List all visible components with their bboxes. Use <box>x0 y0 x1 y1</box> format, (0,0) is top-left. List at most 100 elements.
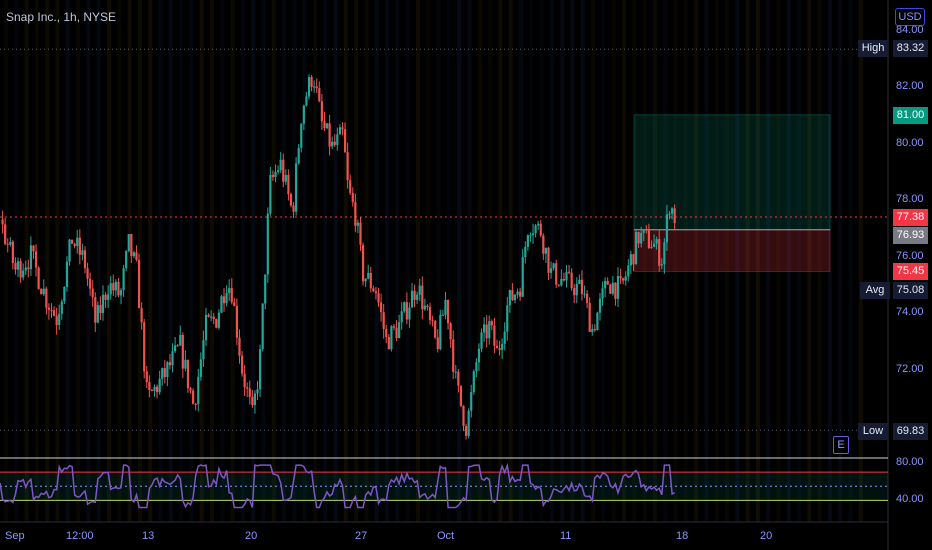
candle-up <box>531 233 535 236</box>
candle-up <box>305 96 308 106</box>
rsi-pane <box>0 457 888 523</box>
candle-down <box>452 339 455 372</box>
candle-up <box>616 276 620 299</box>
time-axis-label: 11 <box>560 530 572 542</box>
time-axis-label: Sep <box>5 530 25 542</box>
session-stripe <box>282 0 287 522</box>
candle-down <box>222 296 226 304</box>
candle-up <box>313 86 316 88</box>
earnings-badge[interactable]: E <box>833 436 849 454</box>
candle-up <box>295 163 298 212</box>
candle-up <box>24 267 27 271</box>
target-price-tag: 81.00 <box>893 107 928 124</box>
candle-down <box>94 297 97 323</box>
candle-up <box>441 314 444 316</box>
candle-down <box>117 281 120 296</box>
candle-down <box>586 293 589 303</box>
candle-down <box>431 320 434 322</box>
candle-down <box>246 387 249 389</box>
candle-up <box>9 241 12 245</box>
chart-title: Snap Inc., 1h, NYSE <box>6 10 117 24</box>
session-stripe <box>683 0 688 522</box>
candle-up <box>529 235 532 237</box>
candle-down <box>562 278 566 281</box>
candle-down <box>89 278 92 289</box>
candle-down <box>493 325 496 346</box>
candle-down <box>609 284 612 294</box>
session-stripe <box>385 0 390 522</box>
candle-down <box>207 314 210 317</box>
candle-up <box>228 288 231 294</box>
session-stripe <box>76 0 81 522</box>
session-stripe <box>251 0 256 522</box>
candle-down <box>287 174 290 195</box>
rsi-band <box>0 472 888 501</box>
session-stripe <box>96 0 101 522</box>
candle-down <box>168 362 172 366</box>
candle-down <box>372 288 375 292</box>
rsi-line <box>0 462 676 509</box>
candle-up <box>101 294 105 313</box>
session-stripe <box>786 0 791 522</box>
candle-up <box>650 246 653 249</box>
session-stripe <box>519 0 523 522</box>
candle-down <box>539 223 542 236</box>
candle-up <box>261 303 264 350</box>
candle-down <box>658 239 661 266</box>
time-axis-label: 20 <box>245 530 258 542</box>
candle-down <box>318 88 321 102</box>
candle-up <box>629 254 632 266</box>
candle-down <box>511 290 514 301</box>
candle-down <box>354 202 357 226</box>
candle-up <box>266 213 269 275</box>
session-stripe <box>313 0 317 522</box>
session-stripe <box>261 0 266 522</box>
time-axis-label: 20 <box>760 530 773 542</box>
candle-up <box>29 245 32 270</box>
candle-up <box>42 288 45 295</box>
session-stripe <box>652 0 657 522</box>
time-axis-label: Oct <box>437 530 455 542</box>
session-stripe <box>694 0 699 522</box>
price-axis-label: 82.00 <box>896 80 924 92</box>
candle-up <box>184 359 187 369</box>
candle-down <box>83 250 87 269</box>
candle-down <box>498 348 501 350</box>
session-stripe <box>395 0 400 522</box>
currency-badge[interactable]: USD <box>895 8 925 26</box>
candle-down <box>495 345 499 349</box>
session-stripe <box>714 0 719 522</box>
candle-up <box>652 243 656 247</box>
candle-down <box>45 288 48 308</box>
profit-zone <box>633 114 831 231</box>
candle-up <box>60 301 63 314</box>
candle-up <box>367 272 370 279</box>
candle-down <box>426 305 429 308</box>
candle-up <box>22 270 25 278</box>
candle-down <box>1 219 4 225</box>
candle-up <box>537 223 540 226</box>
candle-up <box>467 410 470 436</box>
candle-down <box>289 194 293 206</box>
session-stripe <box>828 0 832 522</box>
session-stripe <box>498 0 503 522</box>
candle-up <box>125 250 128 269</box>
candle-down <box>449 323 452 340</box>
candle-up <box>634 231 638 265</box>
candle-up <box>655 239 658 244</box>
session-stripe <box>24 0 29 522</box>
candle-up <box>119 290 123 296</box>
session-stripe <box>477 0 482 522</box>
low-tag-label: Low <box>858 423 888 440</box>
session-stripe <box>343 0 348 522</box>
candle-up <box>171 351 174 366</box>
candle-up <box>627 265 630 277</box>
candle-up <box>302 105 305 124</box>
candle-up <box>544 247 547 254</box>
candle-down <box>349 180 352 193</box>
candle-down <box>37 267 40 289</box>
candle-down <box>570 272 573 289</box>
candle-down <box>40 288 43 295</box>
candle-down <box>251 396 254 406</box>
